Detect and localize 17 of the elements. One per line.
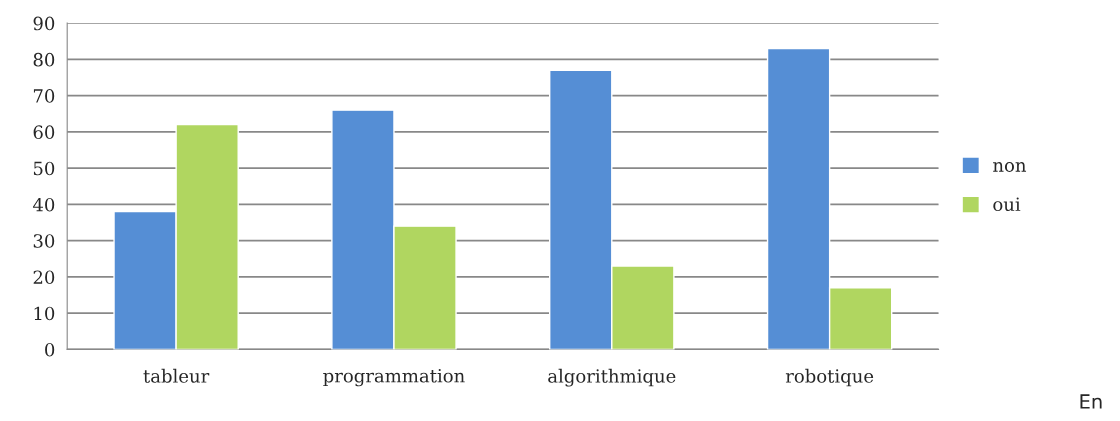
y-tick-label: 80: [33, 52, 55, 67]
legend-label: oui: [993, 197, 1021, 212]
y-tick-label: 20: [33, 270, 55, 285]
y-tick-label: 0: [45, 342, 55, 357]
y-tick-label: 50: [33, 161, 55, 176]
y-tick-label: 30: [33, 234, 55, 248]
x-tick-label: programmation: [323, 369, 465, 387]
x-tick-label: algorithmique: [548, 368, 676, 387]
y-tick-label: 10: [34, 306, 55, 321]
y-tick-label: 40: [32, 197, 55, 212]
legend-label: non: [993, 162, 1027, 172]
x-tick-label: tableur: [143, 368, 210, 383]
x-tick-label: robotique: [785, 368, 874, 387]
y-tick-label: 70: [33, 89, 55, 103]
y-tick-label: 90: [33, 16, 55, 31]
y-tick-label: 60: [33, 125, 55, 140]
text: En: [1080, 394, 1102, 409]
